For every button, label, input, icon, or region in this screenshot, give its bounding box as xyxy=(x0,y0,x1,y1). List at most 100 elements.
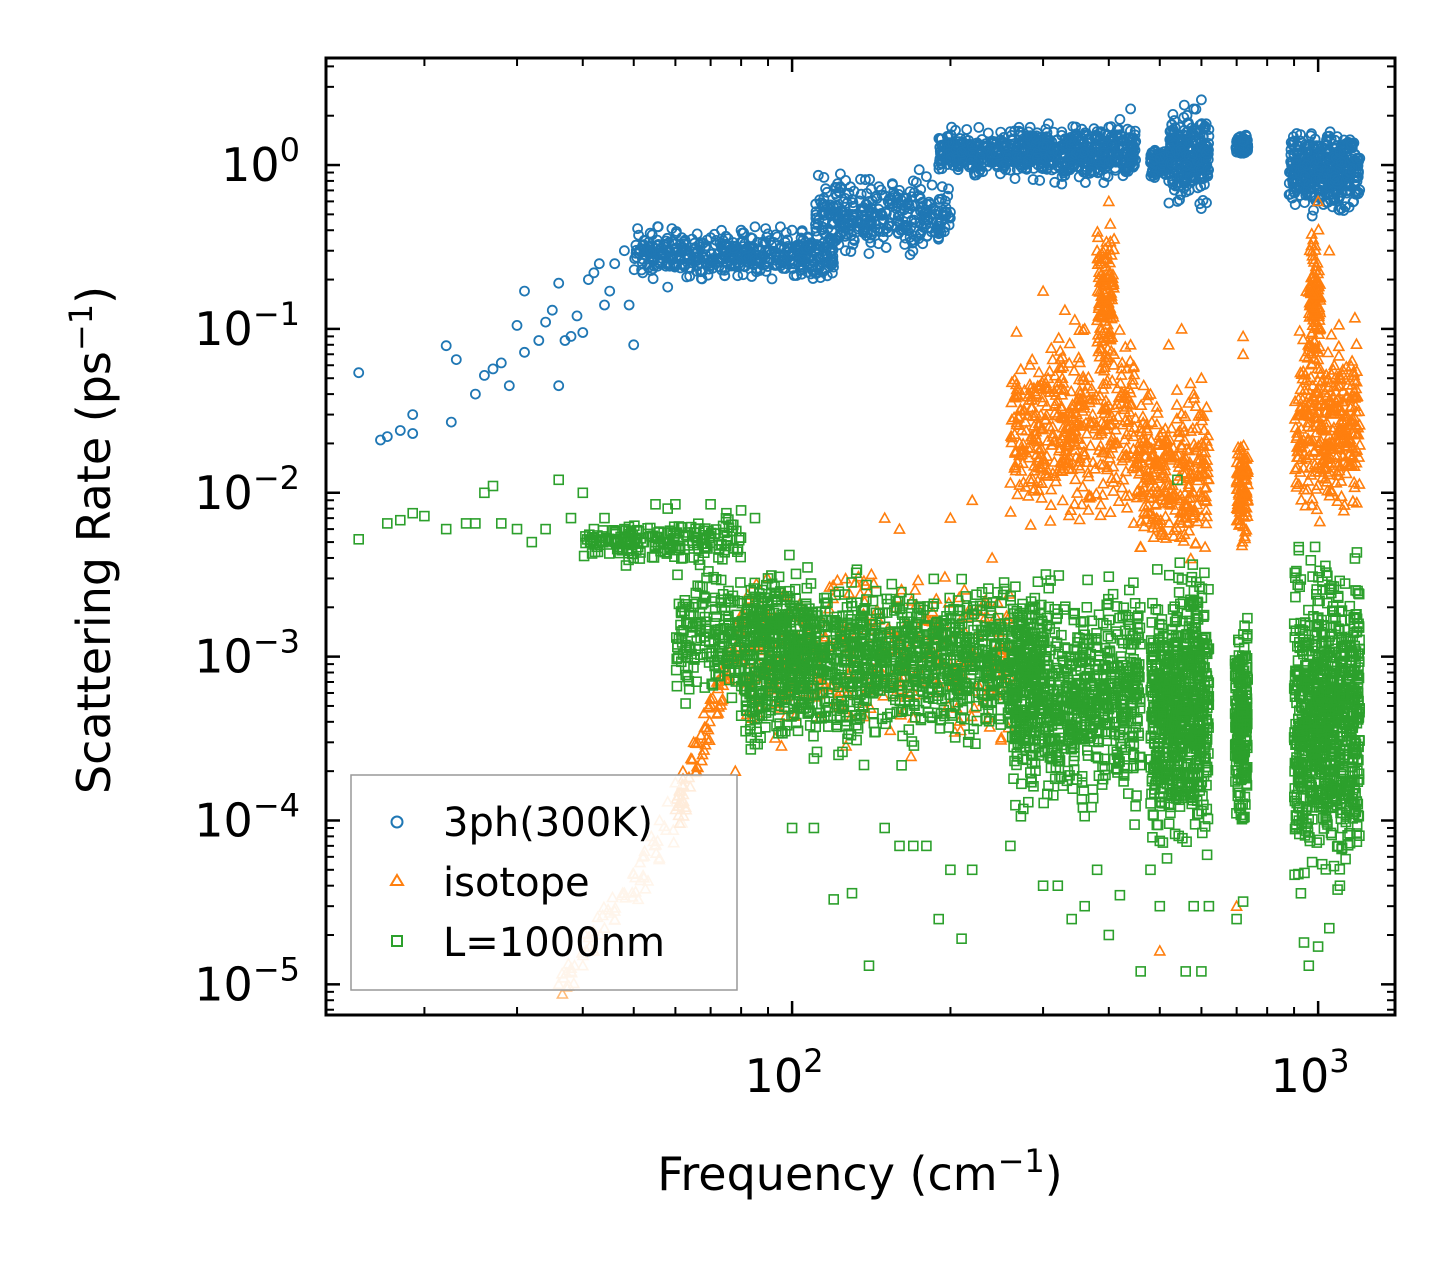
3ph-point xyxy=(913,164,925,176)
3ph-point xyxy=(1178,99,1190,111)
3ph-point xyxy=(637,253,648,265)
3ph-point xyxy=(860,174,871,186)
isotope-point xyxy=(1044,498,1058,510)
3ph-point xyxy=(835,182,846,194)
3ph-point xyxy=(749,221,761,233)
3ph-point xyxy=(760,265,772,277)
3ph-point xyxy=(914,193,926,205)
isotope-point xyxy=(1044,341,1058,353)
3ph-point xyxy=(880,242,892,253)
3ph-point xyxy=(726,257,738,269)
l1000nm-point xyxy=(956,573,968,585)
3ph-point xyxy=(577,327,589,338)
3ph-point xyxy=(840,219,851,231)
3ph-point xyxy=(877,226,889,238)
isotope-point xyxy=(1195,371,1208,383)
isotope-point xyxy=(1162,516,1176,528)
3ph-point xyxy=(832,231,843,243)
3ph-point xyxy=(938,209,950,221)
3ph-point xyxy=(684,270,696,282)
l1000nm-point xyxy=(726,692,738,704)
3ph-point xyxy=(845,246,857,257)
3ph-point xyxy=(839,192,851,204)
l1000nm-point xyxy=(735,577,746,588)
isotope-point xyxy=(1103,217,1117,229)
3ph-point xyxy=(834,187,845,199)
3ph-point xyxy=(793,245,804,256)
3ph-point xyxy=(835,209,847,221)
isotope-point xyxy=(1170,383,1184,395)
3ph-point xyxy=(829,209,841,221)
isotope-point xyxy=(1153,944,1167,956)
3ph-point xyxy=(604,285,616,297)
3ph-point xyxy=(827,267,838,279)
3ph-point xyxy=(920,207,932,219)
3ph-point xyxy=(599,299,610,311)
3ph-point xyxy=(973,122,985,133)
isotope-point xyxy=(1073,512,1086,525)
3ph-point xyxy=(921,171,932,183)
isotope-point xyxy=(1094,508,1107,521)
3ph-point xyxy=(908,214,920,226)
isotope-point xyxy=(1184,551,1198,564)
isotope-point xyxy=(1113,323,1127,335)
3ph-point xyxy=(814,261,826,273)
isotope-point xyxy=(1322,244,1336,256)
3ph-point xyxy=(943,183,954,195)
3ph-point xyxy=(1308,204,1319,216)
3ph-point xyxy=(353,367,365,379)
3ph-point xyxy=(858,224,869,235)
3ph-point xyxy=(710,234,722,246)
isotope-point xyxy=(878,511,892,523)
3ph-point xyxy=(797,254,809,266)
isotope-point xyxy=(1063,336,1077,349)
isotope-point xyxy=(1036,284,1050,296)
3ph-point xyxy=(571,310,583,322)
isotope-point xyxy=(1301,474,1315,486)
isotope-point xyxy=(1198,540,1212,552)
3ph-point xyxy=(1196,94,1207,106)
3ph-point xyxy=(817,221,829,233)
3ph-point xyxy=(686,257,698,269)
3ph-point xyxy=(775,221,786,233)
3ph-point xyxy=(487,363,499,375)
3ph-point xyxy=(440,340,452,352)
isotope-point xyxy=(1325,328,1338,340)
3ph-point xyxy=(731,256,742,268)
isotope-point xyxy=(1350,337,1363,349)
3ph-point xyxy=(766,273,778,285)
isotope-point xyxy=(1104,505,1117,517)
3ph-point xyxy=(819,209,830,221)
isotope-point xyxy=(1068,313,1082,325)
3ph-point xyxy=(848,235,860,246)
3ph-point xyxy=(407,409,419,421)
3ph-point xyxy=(546,304,558,316)
3ph-point xyxy=(833,239,845,251)
isotope-point xyxy=(1056,493,1070,506)
3ph-point xyxy=(944,212,956,224)
3ph-point xyxy=(696,266,708,278)
3ph-point xyxy=(942,190,954,202)
3ph-point xyxy=(702,258,714,270)
3ph-point xyxy=(810,198,822,210)
isotope-point xyxy=(728,764,742,776)
isotope-point xyxy=(1348,311,1362,323)
3ph-point xyxy=(933,231,944,243)
3ph-point xyxy=(782,234,793,246)
3ph-point xyxy=(764,235,775,246)
3ph-point xyxy=(940,202,952,214)
isotope-point xyxy=(893,522,906,534)
3ph-point xyxy=(719,264,730,276)
3ph-point xyxy=(860,198,872,210)
3ph-point xyxy=(825,253,837,265)
isotope-point xyxy=(1175,322,1188,334)
3ph-point xyxy=(845,181,856,193)
isotope-point xyxy=(1332,318,1346,330)
3ph-point xyxy=(893,188,905,200)
3ph-point xyxy=(394,425,406,436)
3ph-point xyxy=(658,249,669,261)
3ph-point xyxy=(553,277,565,289)
3ph-point xyxy=(503,380,515,392)
isotope-point xyxy=(1043,514,1057,526)
